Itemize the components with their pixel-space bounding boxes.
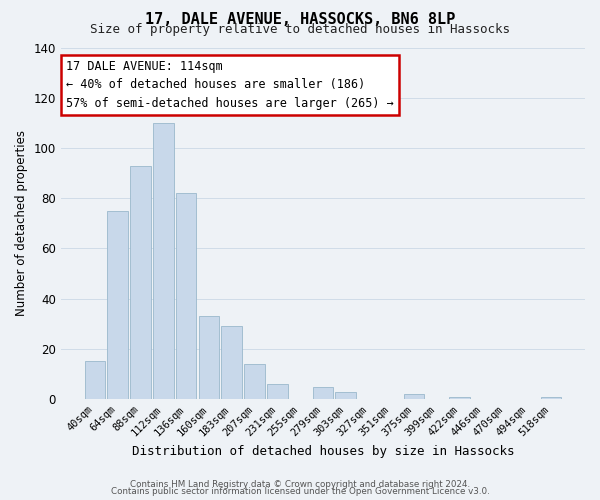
Bar (85, 362, 105, 399)
Bar (107, 210, 128, 399)
Text: 17, DALE AVENUE, HASSOCKS, BN6 8LP: 17, DALE AVENUE, HASSOCKS, BN6 8LP (145, 12, 455, 28)
Bar (130, 166, 151, 399)
Bar (541, 396, 561, 399)
Bar (199, 316, 219, 399)
Y-axis label: Number of detached properties: Number of detached properties (15, 130, 28, 316)
Bar (404, 394, 424, 399)
Bar (313, 386, 333, 399)
Bar (267, 384, 287, 399)
Text: Size of property relative to detached houses in Hassocks: Size of property relative to detached ho… (90, 24, 510, 36)
Text: 17 DALE AVENUE: 114sqm
← 40% of detached houses are smaller (186)
57% of semi-de: 17 DALE AVENUE: 114sqm ← 40% of detached… (66, 60, 394, 110)
X-axis label: Distribution of detached houses by size in Hassocks: Distribution of detached houses by size … (131, 444, 514, 458)
Text: Contains public sector information licensed under the Open Government Licence v3: Contains public sector information licen… (110, 487, 490, 496)
Bar (244, 364, 265, 399)
Bar (153, 123, 173, 399)
Bar (449, 396, 470, 399)
Bar (335, 392, 356, 399)
Text: Contains HM Land Registry data © Crown copyright and database right 2024.: Contains HM Land Registry data © Crown c… (130, 480, 470, 489)
Bar (221, 326, 242, 399)
Bar (176, 193, 196, 399)
